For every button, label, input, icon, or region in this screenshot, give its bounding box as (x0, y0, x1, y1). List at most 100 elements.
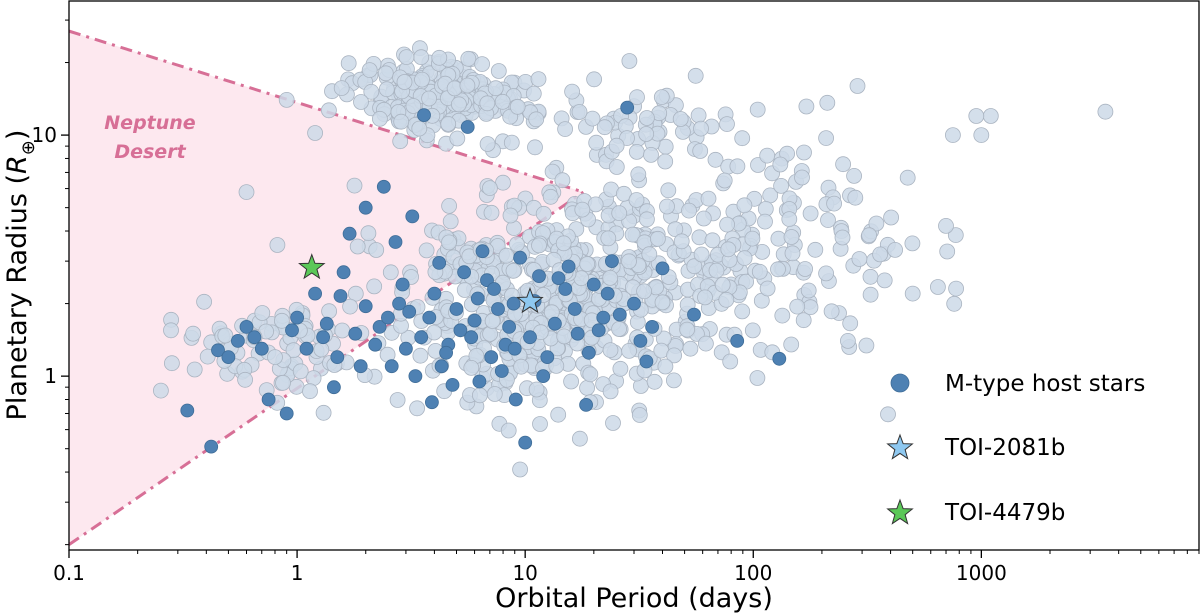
m-type-host-point (290, 310, 305, 325)
background-planet-point (267, 349, 283, 366)
background-planet-point (531, 237, 547, 254)
m-type-host-point (612, 307, 627, 322)
background-planet-point (643, 146, 659, 163)
background-planet-point (563, 373, 579, 390)
background-planet-point (639, 110, 655, 126)
background-planet-point (602, 342, 619, 359)
background-planet-point (596, 119, 613, 136)
background-planet-point (797, 261, 813, 277)
background-planet-point (269, 237, 286, 253)
background-planet-point (450, 96, 467, 113)
background-planet-point (722, 353, 739, 370)
background-planet-point (666, 372, 682, 389)
m-type-host-point (336, 265, 351, 280)
background-planet-point (616, 185, 632, 202)
background-planet-point (930, 279, 946, 295)
background-planet-point (883, 209, 899, 226)
background-planet-point (278, 92, 295, 108)
background-planet-point (334, 322, 351, 339)
m-type-host-point (506, 296, 521, 311)
background-planet-point (586, 71, 602, 88)
background-planet-point (774, 307, 791, 324)
background-planet-point (757, 213, 773, 230)
background-planet-point (639, 211, 655, 228)
legend-marker-toi-4479b (886, 498, 914, 525)
m-type-host-point (484, 350, 499, 365)
background-planet-point (716, 172, 733, 189)
background-planet-point (483, 204, 500, 221)
m-type-host-point (445, 377, 460, 392)
m-type-host-point (591, 323, 606, 338)
background-planet-point (734, 303, 751, 320)
toi-2081b-marker (516, 287, 544, 314)
background-planet-point (708, 262, 725, 279)
x-tick-label: 10 (512, 561, 537, 585)
background-planet-point (487, 80, 504, 97)
m-type-host-point (570, 326, 585, 341)
legend-marker-m-type (890, 373, 910, 393)
background-planet-point (571, 104, 588, 120)
background-planet-point (968, 108, 985, 124)
background-planet-point (681, 202, 697, 219)
background-planet-point (426, 324, 443, 341)
background-planet-point (851, 251, 868, 267)
background-planet-point (579, 379, 595, 396)
y-tick-label: 1 (44, 364, 57, 388)
background-planet-point (858, 337, 875, 354)
background-planet-point (880, 406, 896, 423)
legend-label-toi-4479b: TOI-4479b (944, 500, 1065, 526)
m-type-host-point (254, 341, 269, 356)
m-type-host-point (470, 291, 485, 306)
background-planet-point (315, 404, 332, 421)
m-type-host-point (319, 316, 334, 331)
m-type-host-point (427, 286, 442, 301)
m-type-host-point (600, 286, 615, 301)
background-planet-point (796, 144, 812, 161)
m-type-host-point (536, 369, 551, 384)
background-planet-point (587, 196, 604, 213)
background-planet-point (691, 229, 708, 246)
background-planet-point (1097, 103, 1114, 120)
background-planet-point (237, 371, 254, 388)
background-planet-point (555, 235, 572, 252)
m-type-host-point (398, 341, 413, 356)
legend-label-toi-2081b: TOI-2081b (944, 435, 1065, 461)
m-type-host-point (439, 345, 454, 360)
background-planet-point (947, 227, 964, 244)
background-planet-point (602, 269, 619, 286)
background-planet-point (789, 298, 806, 315)
background-planet-point (602, 383, 619, 400)
background-planet-point (342, 298, 359, 315)
background-planet-point (675, 123, 691, 140)
background-planet-point (657, 358, 674, 375)
background-planet-point (673, 233, 690, 250)
m-type-host-point (633, 333, 648, 348)
m-type-host-point (540, 350, 555, 365)
m-type-host-point (417, 108, 431, 122)
m-type-host-point (605, 254, 619, 269)
background-planet-point (307, 125, 324, 141)
legend: M-type host stars TOI-2081b TOI-4479b (886, 371, 1145, 526)
background-planet-point (557, 121, 573, 138)
background-planet-point (550, 406, 567, 423)
background-planet-point (657, 138, 674, 155)
background-planet-point (862, 286, 879, 303)
x-tick-label: 1000 (956, 561, 1007, 585)
background-planet-point (734, 130, 751, 147)
background-planet-point (718, 291, 735, 308)
background-planet-point (682, 340, 699, 357)
axis-ticks: 0.1 1 10 100 1000 1 10 (32, 19, 1200, 585)
background-planet-point (484, 313, 501, 329)
m-type-host-point (204, 439, 219, 454)
background-planet-point (868, 215, 885, 232)
background-planet-point (421, 90, 438, 107)
background-planet-point (460, 50, 477, 67)
background-planet-point (666, 347, 682, 364)
background-planet-point (292, 363, 309, 380)
m-type-host-point (508, 392, 523, 407)
m-type-host-point (655, 261, 670, 276)
background-planet-point (939, 243, 956, 260)
background-planet-point (772, 156, 789, 173)
m-type-host-point (551, 271, 566, 286)
m-type-host-point (518, 435, 533, 450)
